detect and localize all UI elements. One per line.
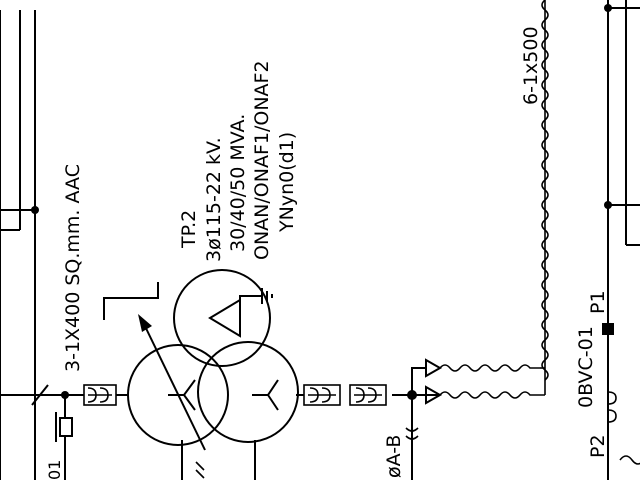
current-transformer-1	[83, 384, 117, 406]
conductor-label: 3-1X400 SQ.mm. AAC	[62, 164, 84, 372]
wye-symbol-icon	[252, 379, 279, 411]
cable-wavy-1	[439, 364, 540, 372]
transformer-name: TP.2	[178, 210, 200, 249]
primary-winding-circle	[127, 344, 229, 446]
ground-hatch-icon	[195, 461, 205, 479]
arrow-head-icon	[138, 314, 152, 332]
breaker-arc-icon	[619, 455, 640, 465]
p2-label: P2	[587, 434, 609, 458]
secondary-winding-circle	[197, 341, 299, 443]
ct-winding-3	[354, 387, 382, 403]
junction-dot	[31, 206, 39, 214]
p1-label: P1	[587, 290, 609, 314]
termination-icon	[425, 385, 443, 405]
wye-symbol-icon	[168, 379, 196, 411]
cable-wavy-2	[439, 391, 545, 399]
termination-icon	[425, 358, 443, 378]
breaker-ct-icon	[607, 391, 617, 423]
delta-symbol-icon	[208, 298, 241, 338]
breaker-label: 0BVC-01	[575, 326, 597, 408]
cable-wavy-riser	[541, 0, 549, 381]
transformer-voltage: 3ø115-22 kV.	[203, 137, 225, 262]
phase-label: øA-B	[383, 435, 405, 478]
disconnect-slash	[31, 384, 49, 406]
tap-changer-arrow	[141, 319, 206, 451]
transformer-rating: 30/40/50 MVA.	[227, 114, 249, 252]
transformer-vector-group: YNyn0(d1)	[276, 132, 298, 233]
cable-feed	[411, 367, 426, 395]
transformer-cooling: ONAN/ONAF1/ONAF2	[251, 60, 273, 260]
arrester-box	[59, 417, 73, 437]
current-transformer-3	[349, 384, 387, 406]
phase-ct-icon	[405, 427, 419, 440]
ct-winding-2	[308, 387, 336, 403]
ground-icon	[239, 288, 273, 304]
tertiary-winding-circle	[173, 269, 271, 367]
breaker-square-icon	[602, 323, 614, 335]
cable-label: 6-1x500	[520, 26, 542, 105]
edge-label: 01	[45, 460, 64, 480]
tap-bracket	[103, 282, 159, 320]
junction-dot	[604, 201, 612, 209]
ct-winding-1	[87, 387, 112, 403]
current-transformer-2	[303, 384, 341, 406]
junction-dot	[604, 4, 612, 12]
